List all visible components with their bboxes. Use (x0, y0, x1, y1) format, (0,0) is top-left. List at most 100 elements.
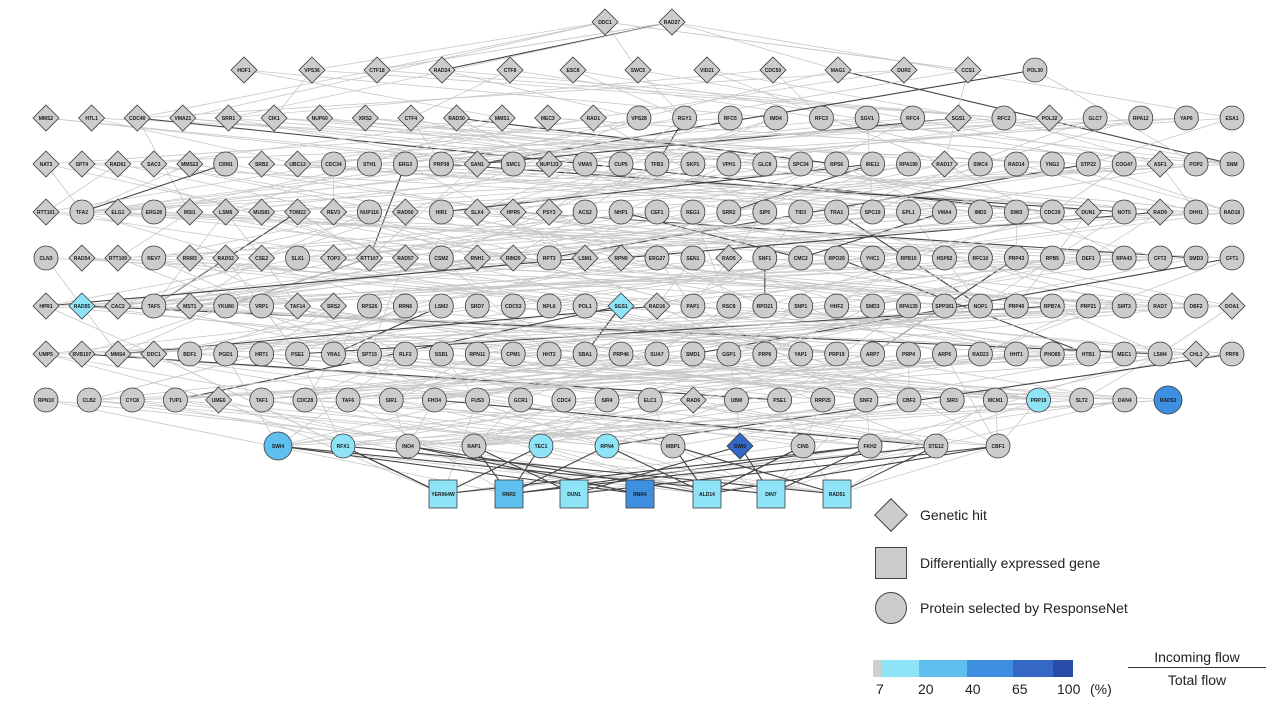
node-rpb5: RPB5 (1039, 245, 1065, 271)
node-csm2: CSM2 (428, 245, 454, 271)
node-lsm1: LSM1 (571, 244, 599, 272)
node-label: SKP1 (686, 162, 699, 168)
node-fus3: FUS3 (465, 387, 490, 413)
node-label: VRP1 (255, 304, 268, 310)
node-pap1: PAP1 (680, 293, 706, 319)
node-spc19: SPC19 (860, 199, 886, 225)
node-rad6: RAD6 (679, 386, 707, 414)
node-tra1: TRA1 (824, 199, 850, 225)
node-yhc1: YHC1 (860, 245, 886, 271)
node-rpa190: RPA190 (896, 151, 921, 177)
network-edge (620, 257, 945, 307)
network-edge (620, 163, 730, 213)
node-san1: SAN1 (463, 150, 491, 178)
network-edge (442, 399, 1125, 495)
network-edge (333, 163, 1017, 259)
node-label: IMD4 (770, 116, 782, 122)
node-nat3: NAT3 (32, 150, 60, 178)
node-cin5: CIN5 (790, 433, 816, 459)
network-edge (477, 211, 1233, 259)
node-label: HTL1 (85, 116, 98, 122)
node-label: YAP6 (1180, 116, 1193, 122)
node-label: CDC53 (505, 304, 522, 310)
node-ctf18: CTF18 (363, 56, 391, 84)
colorbar-tick-7: 7 (876, 681, 884, 697)
network-edge (311, 21, 606, 71)
network-edge (261, 211, 801, 307)
network-edge (45, 305, 1089, 355)
node-vma5: VMA5 (572, 151, 598, 177)
node-cdc53: CDC53 (500, 293, 526, 319)
node-rad54: RAD54 (68, 244, 96, 272)
node-snf1: SNF1 (752, 245, 778, 271)
node-yra1: YRA1 (321, 341, 346, 367)
node-label: FUS3 (471, 398, 484, 404)
node-vid21: VID21 (693, 56, 721, 84)
node-label: CTF18 (369, 68, 385, 74)
network-edge (1088, 211, 1161, 259)
node-label: NUP133 (540, 162, 559, 168)
node-rad5: RAD5 (715, 244, 743, 272)
node-label: ACS2 (578, 210, 592, 216)
node-rad27: RAD27 (658, 8, 686, 36)
node-dbf2: DBF2 (1183, 293, 1209, 319)
node-label: PRP4 (902, 352, 915, 358)
node-label: DDC1 (147, 352, 161, 358)
node-ctf4: CTF4 (397, 104, 425, 132)
node-taf1: TAF1 (249, 387, 275, 413)
node-hht1: HHT1 (1003, 341, 1029, 367)
node-reg1: REG1 (680, 199, 706, 225)
node-prp40: PRP40 (1003, 293, 1029, 319)
legend-protein-selected: Protein selected by ResponseNet (874, 591, 1128, 625)
node-label: DIN7 (765, 492, 777, 498)
node-label: GCR1 (514, 398, 528, 404)
network-edge (153, 353, 344, 447)
node-rtt101: RTT101 (32, 198, 60, 226)
node-label: RLF2 (399, 352, 412, 358)
network-edge (800, 305, 945, 355)
node-label: DEF1 (1082, 256, 1095, 262)
node-ste12: STE12 (923, 433, 949, 459)
colorbar-unit: (%) (1090, 681, 1112, 697)
node-label: SBA1 (578, 352, 592, 358)
network-edge (391, 353, 478, 401)
node-label: ARP6 (938, 352, 952, 358)
node-ctf8: CTF8 (496, 56, 524, 84)
node-label: RVB107 (73, 352, 92, 358)
network-edge (593, 117, 765, 213)
node-rnr2: RNR2 (494, 479, 524, 509)
node-label: RFC4 (906, 116, 919, 122)
node-swi3: SWI3 (1003, 199, 1029, 225)
network-edge (45, 353, 219, 401)
node-label: POL32 (1042, 116, 1058, 122)
node-label: RSC8 (722, 304, 736, 310)
node-label: SSB1 (435, 352, 448, 358)
node-hpr5: HPR5 (499, 198, 527, 226)
node-label: RAD23 (972, 352, 989, 358)
node-label: RPS26 (362, 304, 378, 310)
node-rrn6: RRN6 (392, 293, 418, 319)
network-edge (620, 257, 1125, 307)
node-label: MCM1 (988, 398, 1003, 404)
network-edge (477, 399, 804, 447)
node-label: YER064W (431, 492, 455, 498)
network-edge (604, 21, 969, 71)
node-sir4: SIR4 (594, 387, 620, 413)
node-cln3: CLN3 (33, 245, 59, 271)
node-label: RFC10 (973, 256, 989, 262)
node-hsp82: HSP82 (932, 245, 957, 271)
node-label: HOF1 (237, 68, 251, 74)
colorbar-segment (919, 660, 967, 677)
network-edge (369, 117, 1096, 165)
node-label: TAF14 (290, 304, 305, 310)
node-label: RAD55 (74, 304, 91, 310)
flow-denominator: Total flow (1167, 672, 1227, 688)
node-label: CPM1 (506, 352, 520, 358)
node-chl1: CHL1 (1182, 340, 1210, 368)
network-edge (572, 69, 685, 119)
node-label: ALD14 (699, 492, 715, 498)
node-label: POL30 (1027, 68, 1043, 74)
colorbar-tick-100: 100 (1057, 681, 1081, 697)
node-sgs1: SGS1 (944, 104, 972, 132)
network-edge (347, 399, 510, 495)
